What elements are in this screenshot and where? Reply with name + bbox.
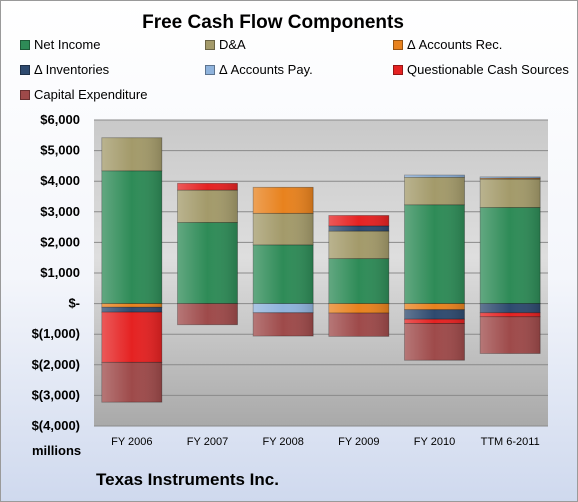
bar-shine xyxy=(253,187,314,214)
legend-item: Δ Accounts Rec. xyxy=(393,37,502,52)
bar-shine xyxy=(101,307,162,313)
bar-shine xyxy=(253,303,314,313)
x-tick-label: FY 2007 xyxy=(187,436,228,448)
bar-shine xyxy=(480,178,541,180)
x-tick-label: FY 2009 xyxy=(338,436,379,448)
legend-item: Capital Expenditure xyxy=(20,87,147,102)
y-tick-label: $6,000 xyxy=(40,112,80,127)
bar-shine xyxy=(404,204,465,304)
legend-swatch xyxy=(393,39,403,50)
bar-shine xyxy=(404,323,465,361)
bar-shine xyxy=(480,179,541,208)
bar-shine xyxy=(328,215,389,226)
x-tick-label: TTM 6-2011 xyxy=(481,436,540,448)
legend-item: Net Income xyxy=(20,37,100,52)
bar-shine xyxy=(480,312,541,317)
legend-label: Capital Expenditure xyxy=(34,87,148,102)
y-tick-label: $5,000 xyxy=(40,143,80,158)
y-tick-label: $(1,000) xyxy=(32,326,80,341)
legend-item: Δ Inventories xyxy=(20,62,109,77)
bar-shine xyxy=(480,303,541,313)
legend-label: D&A xyxy=(219,37,246,52)
chart-title: Free Cash Flow Components xyxy=(142,12,404,33)
bar-shine xyxy=(328,303,389,314)
bar-shine xyxy=(101,362,162,403)
legend-swatch xyxy=(20,89,30,100)
bar-shine xyxy=(404,177,465,205)
bar-shine xyxy=(404,319,465,324)
bar-shine xyxy=(253,312,314,337)
y-tick-label: $(2,000) xyxy=(32,357,80,372)
bar-shine xyxy=(328,313,389,337)
legend-label: Δ Inventories xyxy=(34,62,110,77)
y-tick-label: $2,000 xyxy=(40,234,80,249)
bar-shine xyxy=(101,137,162,171)
bar-shine xyxy=(101,170,162,304)
x-tick-label: FY 2006 xyxy=(111,436,152,448)
legend-swatch xyxy=(205,64,215,75)
legend-label: Net Income xyxy=(34,37,101,52)
y-tick-label: $3,000 xyxy=(40,204,80,219)
bar-shine xyxy=(328,225,389,232)
bar-shine xyxy=(480,176,541,179)
legend-item: Δ Accounts Pay. xyxy=(205,62,313,77)
bar-shine xyxy=(480,207,541,304)
bar-shine xyxy=(101,303,162,308)
bar-shine xyxy=(177,190,238,223)
bar-shine xyxy=(253,244,314,304)
legend-item: D&A xyxy=(205,37,246,52)
legend-item: Questionable Cash Sources xyxy=(393,62,569,77)
bar-shine xyxy=(404,309,465,320)
bar-shine xyxy=(177,303,238,325)
bar-shine xyxy=(177,222,238,304)
bar-shine xyxy=(253,213,314,245)
legend-swatch xyxy=(205,39,215,50)
y-tick-label: $1,000 xyxy=(40,265,80,280)
x-tick-label: FY 2008 xyxy=(262,436,303,448)
legend-label: Δ Accounts Rec. xyxy=(407,37,503,52)
y-tick-label: $(3,000) xyxy=(32,387,80,402)
legend-label: Questionable Cash Sources xyxy=(407,62,569,77)
legend-label: Δ Accounts Pay. xyxy=(219,62,313,77)
legend-swatch xyxy=(393,64,403,75)
bar-shine xyxy=(404,303,465,310)
legend-swatch xyxy=(20,64,30,75)
bar-shine xyxy=(480,316,541,354)
legend-swatch xyxy=(20,39,30,50)
bar-shine xyxy=(328,231,389,259)
y-tick-label: $(4,000) xyxy=(32,418,80,433)
bar-shine xyxy=(328,258,389,304)
x-tick-label: FY 2010 xyxy=(414,436,455,448)
y-tick-label: $- xyxy=(68,296,80,311)
units-label: millions xyxy=(32,443,82,458)
company-footer: Texas Instruments Inc. xyxy=(96,470,279,489)
y-tick-label: $4,000 xyxy=(40,173,80,188)
bar-shine xyxy=(177,183,238,191)
bar-shine xyxy=(404,175,465,178)
bar-shine xyxy=(101,312,162,363)
